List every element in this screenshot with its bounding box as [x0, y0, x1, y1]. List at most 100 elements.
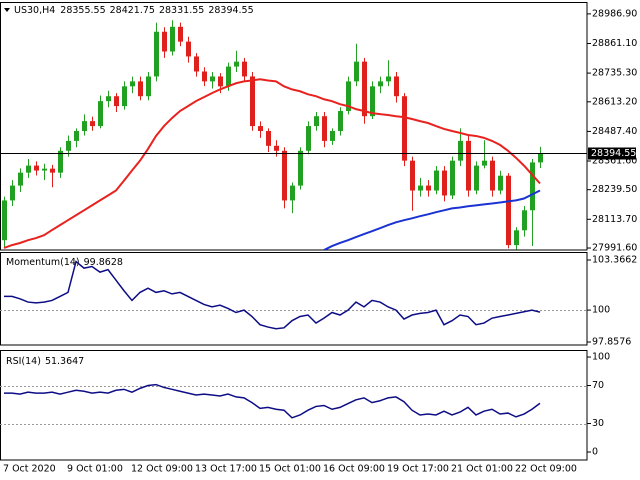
candle-body [514, 230, 519, 246]
candle-body [306, 126, 311, 151]
candle-body [498, 175, 503, 191]
series-line [323, 189, 541, 250]
panel-plot [2, 20, 543, 250]
candle-body [250, 76, 255, 127]
y-tick-label: 100 [592, 305, 610, 316]
candle-body [218, 76, 223, 87]
candle-body [298, 150, 303, 186]
y-tick-label: 0 [592, 447, 598, 458]
series-line [4, 383, 541, 419]
candle-body [122, 86, 127, 107]
candle-body [426, 185, 431, 191]
x-tick-label: 16 Oct 09:00 [323, 464, 385, 475]
y-tick-label: 30 [592, 418, 604, 429]
momentum-panel-frame [0, 252, 588, 346]
y-tick-label: 97.8576 [592, 336, 631, 347]
candle-body [370, 86, 375, 117]
candle-body [282, 150, 287, 201]
candle-body [2, 200, 7, 241]
last-price-box [588, 147, 636, 160]
y-tick-label: 28735.30 [592, 68, 637, 79]
panel-plot [0, 260, 587, 330]
candle-body [178, 26, 183, 42]
menu-arrow[interactable] [4, 8, 10, 12]
x-tick-label: 22 Oct 09:00 [515, 464, 577, 475]
candle-body [226, 66, 231, 87]
candle-body [346, 81, 351, 112]
y-tick-label: 100 [592, 352, 610, 363]
candle-body [90, 121, 95, 127]
symbol: US30,H4 [14, 5, 55, 16]
candle-body [242, 61, 247, 77]
x-tick-label: 21 Oct 01:00 [451, 464, 513, 475]
momentum-last: 99.8628 [84, 257, 123, 268]
candle-body [418, 185, 423, 191]
candle-body [322, 116, 327, 141]
candle-body [106, 96, 111, 102]
candle-body [34, 165, 39, 171]
candle-body [162, 31, 167, 52]
candle-body [138, 81, 143, 97]
candle-body [258, 126, 263, 132]
last-open: 28355.55 [60, 5, 105, 16]
candle-body [338, 111, 343, 132]
candle-body [130, 81, 135, 87]
candle-body [538, 153, 543, 163]
y-tick-label: 28861.10 [592, 38, 637, 49]
candle-body [386, 76, 391, 82]
x-tick-label: 7 Oct 2020 [3, 464, 56, 475]
candle-body [394, 76, 399, 97]
y-tick-label: 28113.70 [592, 214, 637, 225]
candle-body [450, 160, 455, 196]
candle-body [154, 31, 159, 77]
candle-body [66, 140, 71, 151]
candle-body [458, 140, 463, 161]
candle-body [146, 76, 151, 97]
y-tick-label: 27991.60 [592, 243, 637, 254]
candle-body [354, 61, 359, 82]
x-tick-label: 19 Oct 17:00 [387, 464, 449, 475]
candle-body [466, 140, 471, 191]
candle-body [18, 172, 23, 186]
candle-body [114, 96, 119, 107]
y-tick-label: 28986.90 [592, 8, 637, 19]
rsi-last: 51.3647 [45, 356, 84, 367]
candle-body [410, 160, 415, 191]
candle-body [482, 160, 487, 166]
candle-body [42, 168, 47, 171]
panel-plot [0, 383, 587, 425]
candle-body [442, 170, 447, 196]
candle-body [530, 162, 535, 211]
main-header: US30,H4 28355.55 28421.75 28331.55 28394.55 [14, 5, 254, 16]
candle-body [314, 116, 319, 127]
x-tick-label: 15 Oct 01:00 [259, 464, 321, 475]
candle-body [10, 185, 15, 201]
candle-body [506, 175, 511, 246]
momentum-title: Momentum(14) [6, 257, 80, 268]
candle-body [378, 81, 383, 87]
main-panel-frame [0, 2, 588, 251]
candle-body [434, 170, 439, 191]
candle-body [402, 96, 407, 161]
x-tick-label: 9 Oct 01:00 [67, 464, 123, 475]
y-tick-label: 28361.60 [592, 155, 637, 166]
rsi-header: RSI(14) 51.3647 [6, 356, 84, 367]
candle-body [362, 61, 367, 117]
y-tick-label: 28487.40 [592, 126, 637, 137]
candle-body [58, 150, 63, 173]
candle-body [490, 160, 495, 191]
last-high: 28421.75 [110, 5, 155, 16]
candle-body [194, 56, 199, 72]
candle-body [202, 71, 207, 82]
candle-body [170, 26, 175, 52]
candle-body [474, 165, 479, 191]
rsi-title: RSI(14) [6, 356, 41, 367]
x-tick-label: 12 Oct 09:00 [131, 464, 193, 475]
last-close: 28394.55 [208, 5, 253, 16]
candle-body [82, 121, 87, 132]
series-line [3, 78, 541, 249]
candle-body [266, 131, 271, 146]
